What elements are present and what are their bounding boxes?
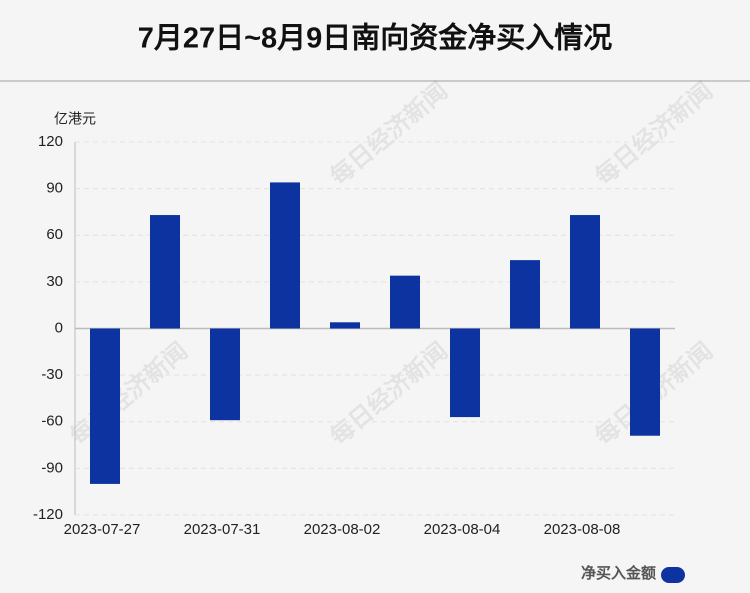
bar (210, 328, 240, 421)
bar (390, 275, 420, 329)
y-axis-unit: 亿港元 (54, 111, 96, 127)
legend-swatch (661, 567, 685, 583)
y-tick-label: 30 (46, 273, 63, 290)
x-tick-label: 2023-08-02 (304, 521, 381, 538)
bar (270, 182, 300, 329)
y-tick-label: -120 (33, 506, 63, 523)
x-tick-label: 2023-07-31 (184, 521, 261, 538)
y-tick-label: -90 (41, 459, 63, 476)
bar (510, 260, 540, 329)
x-tick-label: 2023-07-27 (64, 521, 141, 538)
bar (450, 328, 480, 418)
y-tick-label: 120 (38, 133, 63, 150)
y-tick-label: -30 (41, 366, 63, 383)
bar (330, 322, 360, 329)
bar (570, 215, 600, 329)
y-tick-label: -60 (41, 413, 63, 430)
bar (630, 328, 660, 436)
bar (90, 328, 120, 484)
legend-label: 净买入金额 (581, 564, 656, 582)
x-tick-label: 2023-08-08 (544, 521, 621, 538)
chart-title: 7月27日~8月9日南向资金净买入情况 (138, 21, 613, 55)
y-tick-label: 0 (55, 319, 63, 336)
y-tick-label: 90 (46, 180, 63, 197)
bar (150, 215, 180, 329)
y-tick-label: 60 (46, 226, 63, 243)
x-tick-label: 2023-08-04 (424, 521, 501, 538)
